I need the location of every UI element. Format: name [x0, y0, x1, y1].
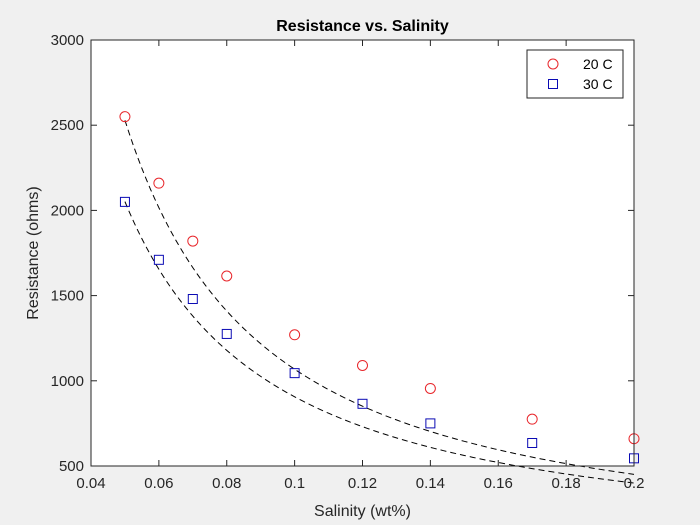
y-tick-label: 1000 — [51, 373, 84, 390]
y-tick-label: 2000 — [51, 202, 84, 219]
data-point-series2 — [221, 328, 232, 339]
x-tick-label: 0.06 — [144, 475, 173, 492]
data-point-series2 — [527, 437, 538, 448]
y-axis-label: Resistance (ohms) — [25, 186, 42, 319]
legend-label-1: 20 C — [583, 56, 613, 72]
data-point-series1 — [424, 382, 436, 394]
legend: 20 C 30 C — [526, 49, 624, 99]
legend-box — [526, 49, 624, 99]
x-tick-label: 0.14 — [416, 475, 445, 492]
ticks: 0.04 0.06 0.08 0.1 0.12 0.14 0.16 0.18 0.2 500 100… — [51, 32, 645, 492]
x-axis-label: Salinity (wt%) — [314, 503, 411, 520]
fit-curve-1 — [124, 120, 635, 475]
x-tick-label: 0.2 — [624, 475, 645, 492]
data-point-series1 — [153, 177, 165, 189]
fit-curves — [124, 120, 635, 484]
legend-items: 20 C 30 C — [547, 56, 613, 92]
data-point-series2 — [187, 294, 198, 305]
x-tick-label: 0.08 — [212, 475, 241, 492]
x-tick-label: 0.16 — [484, 475, 513, 492]
data-point-series1 — [221, 270, 233, 282]
x-tick-label: 0.18 — [552, 475, 581, 492]
legend-label-2: 30 C — [583, 76, 613, 92]
data-point-series2 — [357, 398, 368, 409]
y-tick-label: 500 — [59, 458, 84, 475]
y-tick-label: 1500 — [51, 288, 84, 305]
data-point-series2 — [425, 418, 436, 429]
data-markers — [119, 111, 640, 464]
data-point-series1 — [119, 111, 131, 123]
chart-title: Resistance vs. Salinity — [276, 18, 449, 35]
x-tick-label: 0.04 — [76, 475, 105, 492]
data-point-series1 — [289, 329, 301, 341]
data-point-series2 — [289, 368, 300, 379]
x-tick-label: 0.12 — [348, 475, 377, 492]
legend-marker-1 — [547, 58, 559, 70]
data-point-series1 — [357, 359, 368, 371]
y-tick-label: 2500 — [51, 117, 84, 134]
plot-area — [91, 40, 634, 466]
x-tick-label: 0.1 — [284, 475, 305, 492]
data-point-series1 — [187, 235, 199, 247]
y-tick-label: 3000 — [51, 32, 84, 49]
data-point-series2 — [119, 196, 130, 207]
data-point-series1 — [526, 413, 538, 425]
legend-marker-2 — [548, 79, 558, 89]
data-point-series2 — [153, 254, 164, 265]
fit-curve-2 — [124, 201, 635, 484]
